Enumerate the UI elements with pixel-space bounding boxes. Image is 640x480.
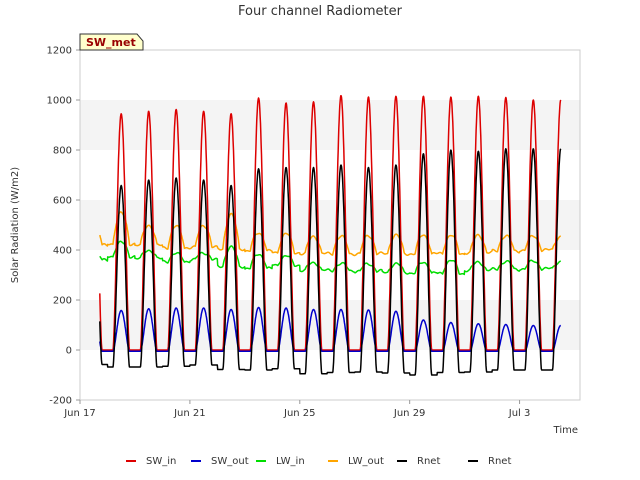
x-axis-label: Time bbox=[553, 425, 578, 436]
x-axis-ticks: Jun 17 Jun 21 Jun 25 Jun 29 Jul 3 bbox=[63, 400, 530, 419]
y-tick-label: 800 bbox=[53, 146, 72, 157]
x-tick-label: Jul 3 bbox=[508, 408, 531, 419]
legend-label: Rnet bbox=[417, 456, 440, 467]
x-tick-label: Jun 17 bbox=[63, 408, 96, 419]
legend-label: SW_in bbox=[146, 456, 176, 467]
sw-met-badge: SW_met bbox=[79, 33, 144, 51]
series-lines bbox=[99, 94, 562, 376]
y-tick-label: 400 bbox=[53, 246, 72, 257]
legend-label: Rnet bbox=[488, 456, 511, 467]
y-axis-ticks: -200 0 200 400 600 800 1000 1200 bbox=[47, 46, 80, 407]
legend-label: SW_out bbox=[211, 456, 249, 467]
y-tick-label: -200 bbox=[49, 396, 72, 407]
y-axis-label: Solar Radiation (W/m2) bbox=[10, 167, 21, 283]
badge-label: SW_met bbox=[86, 36, 136, 49]
x-tick-label: Jun 29 bbox=[393, 408, 426, 419]
legend-label: LW_out bbox=[348, 456, 384, 467]
badge-shape bbox=[79, 33, 144, 51]
y-tick-label: 600 bbox=[53, 196, 72, 207]
grid-band bbox=[80, 300, 580, 350]
series-line-sw-out bbox=[99, 306, 562, 353]
chart-title: Four channel Radiometer bbox=[238, 4, 403, 19]
y-tick-label: 200 bbox=[53, 296, 72, 307]
series-line-rnet bbox=[99, 148, 562, 376]
legend: SW_in SW_out LW_in LW_out Rnet Rnet bbox=[126, 456, 511, 467]
legend-label: LW_in bbox=[276, 456, 305, 467]
x-tick-label: Jun 25 bbox=[283, 408, 316, 419]
grid-band bbox=[80, 200, 580, 250]
series-line-sw-in bbox=[99, 94, 562, 351]
y-tick-label: 1200 bbox=[47, 46, 72, 57]
background-bands bbox=[80, 100, 580, 350]
y-tick-label: 0 bbox=[66, 346, 72, 357]
x-tick-label: Jun 21 bbox=[173, 408, 206, 419]
plot-frame bbox=[79, 49, 581, 401]
y-tick-label: 1000 bbox=[47, 96, 72, 107]
grid-band bbox=[80, 100, 580, 150]
